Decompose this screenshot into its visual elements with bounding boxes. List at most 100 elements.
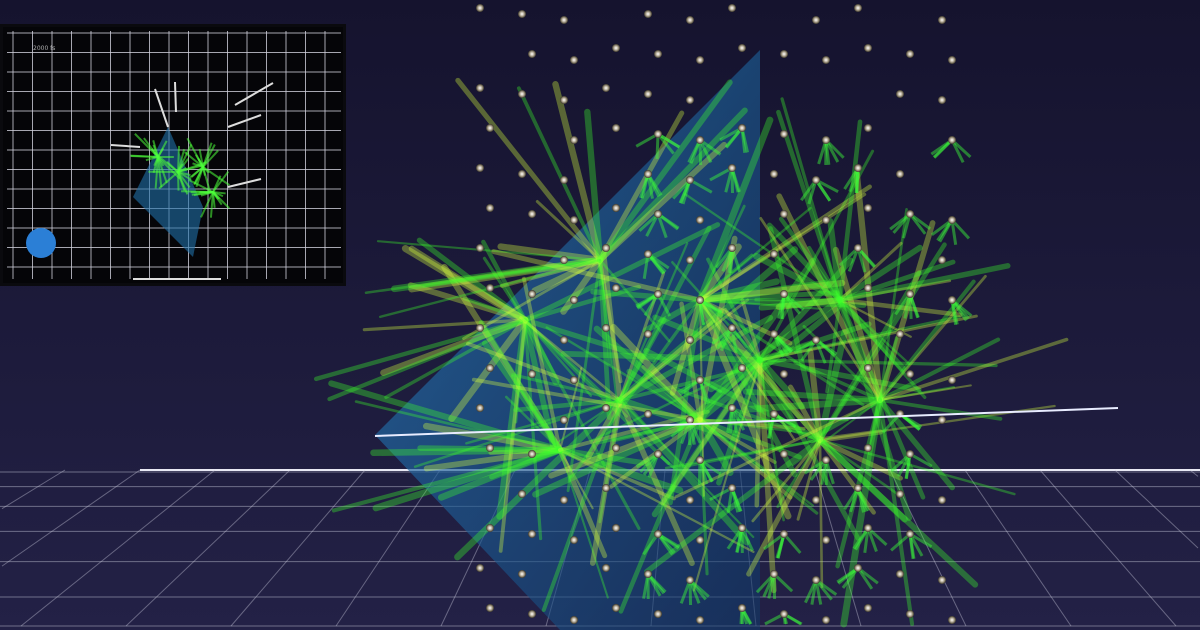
atom bbox=[528, 210, 536, 218]
atom bbox=[602, 324, 610, 332]
atom bbox=[854, 4, 862, 12]
atom bbox=[938, 416, 946, 424]
atom bbox=[938, 96, 946, 104]
atom bbox=[486, 524, 494, 532]
atom bbox=[560, 176, 568, 184]
atom bbox=[560, 496, 568, 504]
atom bbox=[864, 204, 872, 212]
atom bbox=[476, 4, 484, 12]
atom bbox=[570, 536, 578, 544]
atom bbox=[654, 610, 662, 618]
atom bbox=[528, 450, 536, 458]
atom bbox=[896, 570, 904, 578]
inset-overview-panel: 2000 fs bbox=[0, 24, 346, 286]
atom bbox=[696, 536, 704, 544]
atom bbox=[896, 90, 904, 98]
atom bbox=[864, 44, 872, 52]
atom bbox=[696, 216, 704, 224]
atom bbox=[602, 484, 610, 492]
atom bbox=[560, 16, 568, 24]
atom bbox=[938, 256, 946, 264]
atom bbox=[728, 404, 736, 412]
atom bbox=[906, 290, 914, 298]
atom bbox=[728, 324, 736, 332]
atom bbox=[738, 524, 746, 532]
atom bbox=[570, 616, 578, 624]
atom bbox=[812, 336, 820, 344]
atom-lattice bbox=[476, 4, 973, 626]
atom bbox=[948, 216, 956, 224]
atom bbox=[864, 524, 872, 532]
atom bbox=[696, 296, 704, 304]
atom bbox=[696, 136, 704, 144]
atom bbox=[948, 136, 956, 144]
atom bbox=[654, 450, 662, 458]
atom bbox=[780, 530, 788, 538]
atom bbox=[612, 44, 620, 52]
atom bbox=[864, 604, 872, 612]
atom bbox=[644, 90, 652, 98]
atom bbox=[864, 284, 872, 292]
atom bbox=[770, 170, 778, 178]
atom bbox=[654, 130, 662, 138]
atom bbox=[644, 330, 652, 338]
atom bbox=[518, 90, 526, 98]
atom bbox=[780, 50, 788, 58]
atom bbox=[728, 484, 736, 492]
atom bbox=[728, 244, 736, 252]
atom bbox=[822, 536, 830, 544]
atom bbox=[476, 564, 484, 572]
atom bbox=[780, 610, 788, 618]
atom bbox=[864, 364, 872, 372]
atom bbox=[948, 616, 956, 624]
atom bbox=[560, 336, 568, 344]
atom bbox=[612, 604, 620, 612]
atom bbox=[476, 244, 484, 252]
atom bbox=[696, 56, 704, 64]
atom bbox=[906, 610, 914, 618]
atom bbox=[822, 216, 830, 224]
atom bbox=[780, 450, 788, 458]
atom bbox=[938, 576, 946, 584]
atom bbox=[770, 330, 778, 338]
atom bbox=[686, 416, 694, 424]
atom bbox=[728, 164, 736, 172]
atom bbox=[696, 616, 704, 624]
atom bbox=[686, 96, 694, 104]
atom bbox=[938, 16, 946, 24]
atom bbox=[738, 124, 746, 132]
atom bbox=[812, 496, 820, 504]
atom bbox=[686, 256, 694, 264]
atom bbox=[644, 410, 652, 418]
atom bbox=[812, 16, 820, 24]
atom bbox=[738, 604, 746, 612]
atom bbox=[812, 576, 820, 584]
atom bbox=[654, 50, 662, 58]
atom bbox=[780, 290, 788, 298]
atom bbox=[822, 616, 830, 624]
atom bbox=[486, 604, 494, 612]
atom bbox=[780, 370, 788, 378]
atom bbox=[602, 84, 610, 92]
atom bbox=[906, 210, 914, 218]
atom bbox=[528, 290, 536, 298]
atom bbox=[528, 530, 536, 538]
atom bbox=[686, 496, 694, 504]
atom bbox=[654, 530, 662, 538]
atom bbox=[476, 404, 484, 412]
atom bbox=[560, 416, 568, 424]
atom bbox=[864, 124, 872, 132]
atom bbox=[696, 376, 704, 384]
atom bbox=[486, 204, 494, 212]
atom bbox=[528, 370, 536, 378]
atom bbox=[770, 570, 778, 578]
atom bbox=[486, 124, 494, 132]
atom bbox=[654, 210, 662, 218]
atom bbox=[738, 364, 746, 372]
atom bbox=[602, 244, 610, 252]
atom bbox=[948, 56, 956, 64]
atom bbox=[906, 450, 914, 458]
atom bbox=[686, 16, 694, 24]
atom bbox=[528, 50, 536, 58]
atom bbox=[896, 170, 904, 178]
